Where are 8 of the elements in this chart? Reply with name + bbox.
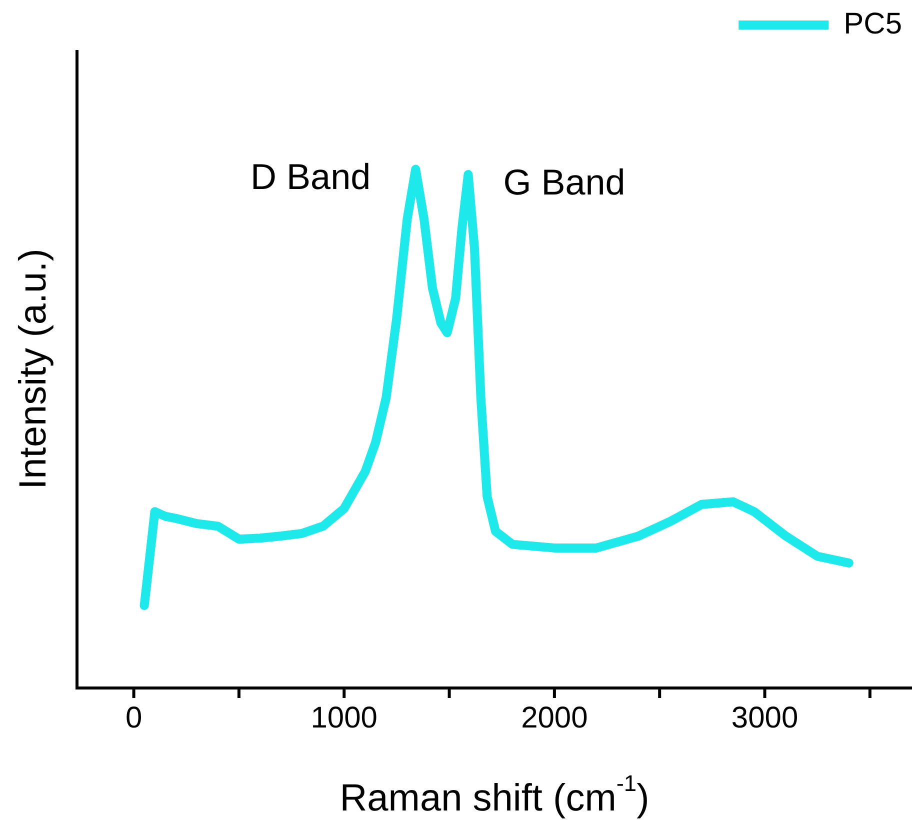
- x-tick-label: 2000: [521, 701, 588, 734]
- x-tick-label: 0: [125, 701, 142, 734]
- annotation: D Band: [250, 156, 371, 198]
- y-axis-title: Intensity (a.u.): [12, 248, 54, 490]
- x-tick-label: 3000: [731, 701, 798, 734]
- x-tick-label: 1000: [310, 701, 378, 734]
- legend-label: PC5: [844, 7, 902, 40]
- annotation: G Band: [503, 161, 626, 202]
